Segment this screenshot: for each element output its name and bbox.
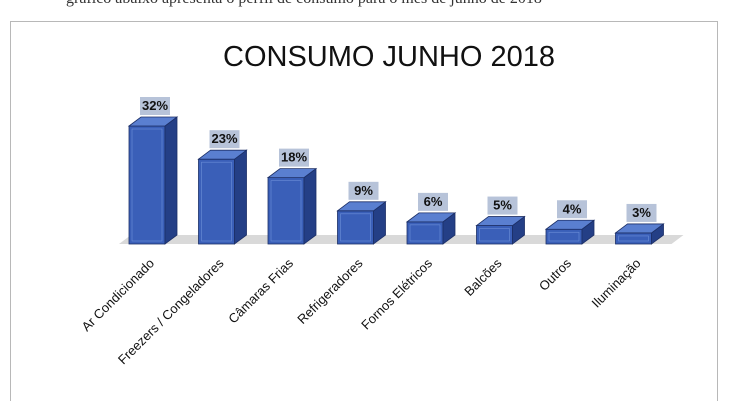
data-label: 18% <box>281 150 307 165</box>
data-label-group: 5% <box>487 196 518 215</box>
data-label: 4% <box>563 201 582 216</box>
bar-top <box>544 219 596 230</box>
bar-top <box>266 168 318 179</box>
bar-highlight <box>270 180 302 242</box>
data-label: 3% <box>632 205 651 220</box>
bar-highlight <box>201 161 232 242</box>
chart-area: CONSUMO JUNHO 2018 32% 23% 18% 9% 6% 5% 4% 3% A… <box>10 21 718 401</box>
data-label-box <box>487 196 518 215</box>
data-label-group: 18% <box>279 148 309 167</box>
bar-front <box>128 125 166 245</box>
bar-front <box>267 177 305 245</box>
data-label-box <box>348 181 379 200</box>
x-tick-label: Ar Condicionado <box>79 256 158 335</box>
bar-side <box>303 167 317 245</box>
data-label: 32% <box>142 98 168 113</box>
bar <box>405 212 457 245</box>
bar-highlight <box>409 224 441 242</box>
chart-floor-layer <box>119 235 684 244</box>
bar-top <box>475 216 526 226</box>
bar-highlight <box>479 228 510 242</box>
data-label: 23% <box>211 131 237 146</box>
bar-front <box>337 210 374 245</box>
bar-highlight <box>131 128 163 242</box>
bar-top <box>614 223 665 234</box>
data-label-box <box>626 203 657 222</box>
bar <box>475 215 526 245</box>
bar-top <box>405 212 457 223</box>
bar <box>266 167 318 245</box>
bar-top <box>336 201 387 212</box>
data-label-group: 9% <box>348 181 379 200</box>
bar-highlight <box>340 213 371 242</box>
data-label-box <box>557 200 587 219</box>
bar-side <box>164 116 178 245</box>
bar-front <box>615 232 652 245</box>
data-label-group: 6% <box>418 192 448 211</box>
chart-title: CONSUMO JUNHO 2018 <box>223 41 555 73</box>
data-label-box <box>279 148 309 167</box>
data-label: 9% <box>354 183 373 198</box>
x-tick-label: Refrigeradores <box>294 255 366 327</box>
x-tick-label: Balcões <box>461 255 505 299</box>
data-label-box <box>140 97 170 115</box>
bar <box>197 149 248 245</box>
bar-side <box>234 149 247 245</box>
x-tick-label: Iluminação <box>589 256 644 311</box>
bar-top <box>197 149 248 160</box>
bar-front <box>406 221 444 245</box>
data-label: 6% <box>424 194 443 209</box>
bar <box>336 201 387 245</box>
data-label-box <box>418 192 448 211</box>
chart-svg: CONSUMO JUNHO 2018 32% 23% 18% 9% 6% 5% 4% 3% A… <box>79 41 684 367</box>
data-label-group: 4% <box>557 200 587 219</box>
x-tick-label: Fornos Elétricos <box>358 255 435 332</box>
x-tick-label: Outros <box>536 255 575 294</box>
data-labels-layer: 32% 23% 18% 9% 6% 5% 4% 3% <box>140 97 657 222</box>
bar <box>127 116 179 245</box>
x-tick-label: Câmaras Frias <box>225 255 296 326</box>
bar <box>614 223 665 245</box>
data-label: 5% <box>493 198 512 213</box>
data-label-group: 3% <box>626 203 657 222</box>
bar-front <box>545 228 583 245</box>
bar <box>544 219 596 245</box>
chart-floor <box>119 235 684 244</box>
bar-top <box>127 116 179 127</box>
data-label-group: 23% <box>209 130 240 149</box>
bar-highlight <box>548 231 580 242</box>
bars-layer <box>127 116 665 245</box>
caption-text: gráfico abaixo apresenta o perfil de con… <box>66 0 542 8</box>
data-label-group: 32% <box>140 97 170 115</box>
bar-front <box>198 158 235 245</box>
bar-highlight <box>618 235 649 242</box>
data-label-box <box>209 130 240 149</box>
